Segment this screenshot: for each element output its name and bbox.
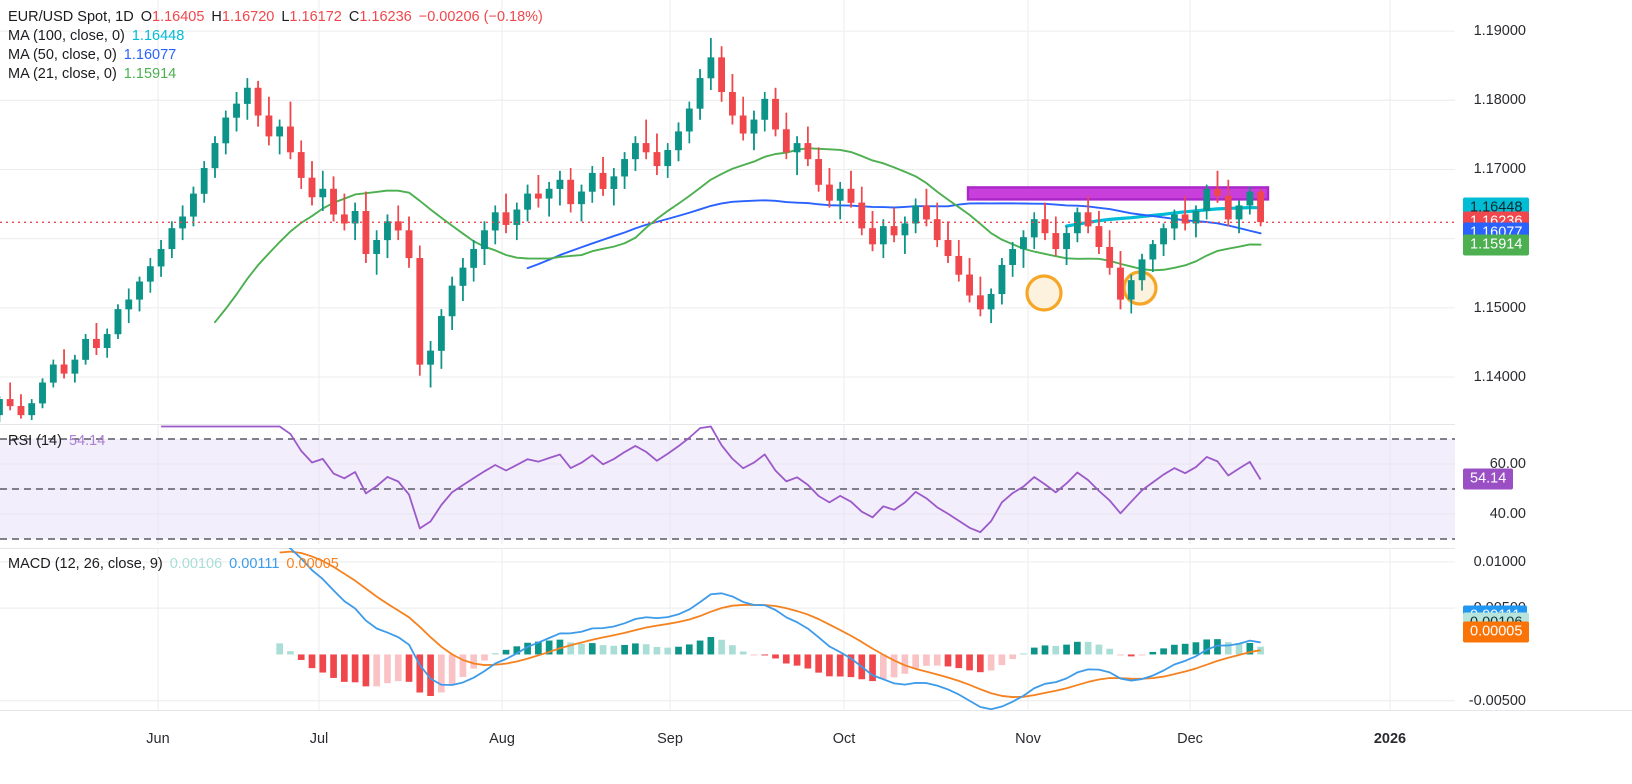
time-axis-tick: Nov [1015,731,1041,747]
price-axis-label: 1.19000 [1473,23,1526,40]
rsi-axis[interactable]: 60.00 40.00 54.14 [1455,424,1632,544]
time-axis-tick: 2026 [1373,731,1407,747]
rsi-tag[interactable]: 54.14 [1463,468,1514,490]
price-panel[interactable]: 1.19000 1.18000 1.17000 1.15000 1.14000 1.164… [0,0,1632,422]
price-candlestick-svg [0,0,1455,422]
time-axis-tick: Sep [657,731,683,747]
time-axis[interactable]: Jun Jul Aug Sep Oct Nov Dec 2026 [0,710,1632,784]
macd-tag[interactable]: 0.00005 [1463,621,1530,643]
rsi-panel[interactable]: 60.00 40.00 54.14 RSI (14) 54.14 [0,424,1632,544]
rsi-svg [0,424,1455,544]
time-axis-tick: Dec [1177,731,1203,747]
time-axis-tick: Oct [832,731,856,747]
rsi-line [161,425,1262,534]
candles [0,38,1264,422]
macd-axis-label: 0.01000 [1473,553,1526,570]
macd-svg [0,548,1455,710]
price-tag[interactable]: 1.15914 [1463,234,1530,256]
macd-axis[interactable]: 0.010000.00500-0.005000.001110.001060.00… [1455,548,1632,710]
macd-plot-area[interactable] [0,548,1455,710]
rsi-plot-area[interactable] [0,424,1455,544]
price-axis-label: 1.18000 [1473,92,1526,109]
price-axis-label: 1.15000 [1473,299,1526,316]
macd-panel[interactable]: 0.010000.00500-0.005000.001110.001060.00… [0,548,1632,710]
rsi-axis-label: 60.00 [1489,456,1526,472]
resistance-band [966,186,1270,201]
time-axis-tick: Aug [489,731,515,747]
support-circle [1025,274,1063,312]
price-axis-label: 1.17000 [1473,161,1526,178]
rsi-axis-label: 40.00 [1489,506,1526,522]
macd-histogram [276,637,1264,696]
time-axis-tick: Jul [309,731,329,747]
time-axis-tick: Jun [146,731,170,747]
price-axis-label: 1.14000 [1473,369,1526,386]
price-axis[interactable]: 1.19000 1.18000 1.17000 1.15000 1.14000 1.164… [1455,0,1632,422]
price-plot-area[interactable] [0,0,1455,422]
macd-axis-label: -0.00500 [1468,692,1526,709]
